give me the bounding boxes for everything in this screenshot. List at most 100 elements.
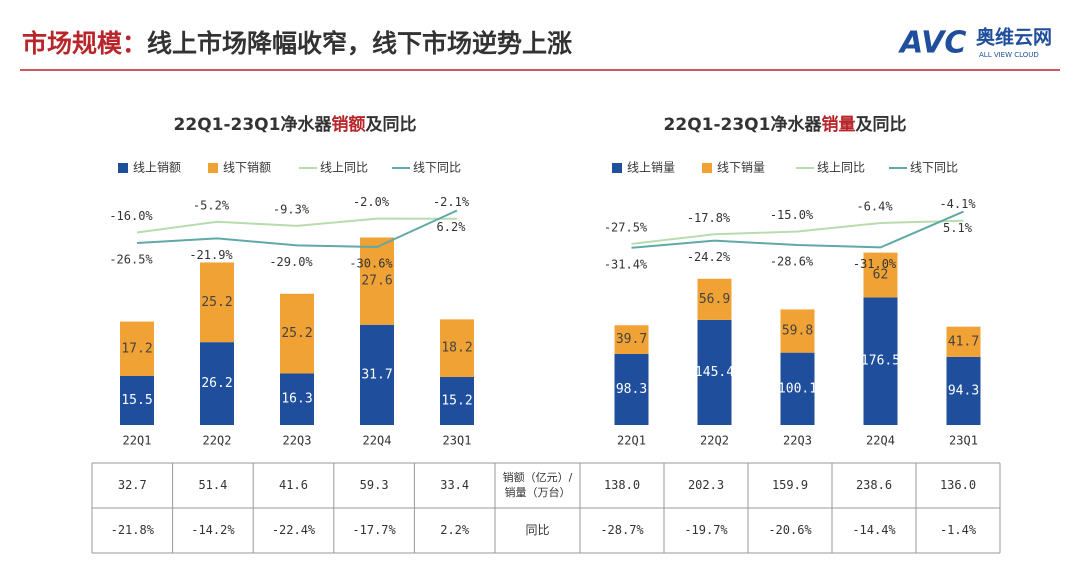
line-label: -31.0% <box>853 257 897 271</box>
title-highlight: 市场规模： <box>22 29 147 58</box>
legend-label: 线下销量 <box>717 161 765 175</box>
chart-title: 22Q1-23Q1净水器销额及同比 <box>174 114 417 135</box>
bar-label: 17.2 <box>121 341 152 356</box>
x-tick-label: 22Q3 <box>283 434 312 448</box>
bar-label: 27.6 <box>361 274 392 289</box>
bar-label: 15.2 <box>441 393 472 408</box>
table-cell: 同比 <box>525 523 549 537</box>
bar-label: 15.5 <box>121 393 152 408</box>
bar <box>946 326 981 357</box>
table-cell: 32.7 <box>118 478 147 492</box>
bar-label: 145.4 <box>695 365 734 380</box>
line-label: -31.4% <box>604 257 648 271</box>
bar <box>280 293 314 374</box>
table-cell: -22.4% <box>272 523 316 537</box>
legend-swatch <box>208 163 218 173</box>
line <box>136 209 458 249</box>
table-cell: 202.3 <box>688 478 724 492</box>
line-label: -5.2% <box>193 198 230 212</box>
legend-label: 线下销额 <box>223 161 271 175</box>
line-label: -4.1% <box>939 197 976 211</box>
table-cell: 销量（万台） <box>505 485 571 499</box>
bar <box>697 319 732 425</box>
x-tick-label: 23Q1 <box>443 434 472 448</box>
bar-label: 94.3 <box>948 383 979 398</box>
line <box>136 217 458 234</box>
line-label: -2.0% <box>353 195 390 209</box>
line-label: 6.2% <box>437 220 467 234</box>
table-cell: -1.4% <box>940 523 977 537</box>
x-tick-label: 22Q1 <box>123 434 152 448</box>
chart-title: 22Q1-23Q1净水器销量及同比 <box>664 114 907 135</box>
bar <box>946 356 981 425</box>
legend-label: 线上销额 <box>133 161 181 175</box>
line-label: -30.6% <box>349 257 393 271</box>
table-cell: -21.8% <box>111 523 155 537</box>
bar <box>280 373 314 425</box>
legend-label: 线上同比 <box>817 161 865 175</box>
title-part: 销额 <box>331 114 365 135</box>
bar-label: 31.7 <box>361 367 392 382</box>
bar <box>120 321 154 376</box>
line-label: -17.8% <box>687 211 731 225</box>
bar-label: 25.2 <box>201 295 232 310</box>
line-label: -26.5% <box>109 252 153 266</box>
table-cell: -17.7% <box>352 523 396 537</box>
line <box>631 219 964 245</box>
title-part: 22Q1-23Q1净水器 <box>174 114 333 135</box>
bar-label: 16.3 <box>281 392 312 407</box>
bar <box>120 375 154 425</box>
line-label: -9.3% <box>273 202 310 216</box>
bar-label: 18.2 <box>441 341 472 356</box>
table-cell: -19.7% <box>684 523 728 537</box>
line-label: -27.5% <box>604 220 648 234</box>
logo-mark: AVC <box>898 26 966 61</box>
x-tick-label: 22Q4 <box>866 434 895 448</box>
table-cell: 59.3 <box>360 478 389 492</box>
x-tick-label: 22Q2 <box>700 434 729 448</box>
line-label: -29.0% <box>269 255 313 269</box>
line-label: -21.9% <box>189 248 233 262</box>
line-label: -15.0% <box>770 208 814 222</box>
line-label: -28.6% <box>770 255 814 269</box>
table-cell: 51.4 <box>198 478 227 492</box>
x-tick-label: 22Q3 <box>783 434 812 448</box>
bar <box>614 325 649 354</box>
table-cell: 33.4 <box>440 478 469 492</box>
line-label: 5.1% <box>943 221 973 235</box>
legend-swatch <box>702 163 712 173</box>
title-part: 及同比 <box>855 114 906 135</box>
legend-label: 线下同比 <box>910 161 958 175</box>
line-label: -2.1% <box>433 195 470 209</box>
bar <box>440 319 474 377</box>
bar <box>200 262 234 343</box>
legend-label: 线下同比 <box>413 161 461 175</box>
table-cell: 136.0 <box>940 478 976 492</box>
title-part: 22Q1-23Q1净水器 <box>664 114 823 135</box>
line-label: -24.2% <box>687 250 731 264</box>
legend-label: 线上同比 <box>320 161 368 175</box>
bar-label: 176.5 <box>861 354 900 369</box>
x-tick-label: 22Q1 <box>617 434 646 448</box>
x-tick-label: 23Q1 <box>949 434 978 448</box>
table-cell: 138.0 <box>604 478 640 492</box>
line-label: -6.4% <box>856 199 893 213</box>
bar <box>863 252 898 298</box>
title-part: 及同比 <box>365 114 416 135</box>
bar-label: 59.8 <box>782 324 813 339</box>
table-cell: 41.6 <box>279 478 308 492</box>
bar-label: 26.2 <box>201 376 232 391</box>
legend-label: 线上销量 <box>627 161 675 175</box>
bar-label: 62 <box>873 268 889 283</box>
bar-label: 41.7 <box>948 334 979 349</box>
bar <box>360 324 394 425</box>
bar-label: 100.1 <box>778 381 817 396</box>
logo-tagline: ALL VIEW CLOUD <box>979 51 1039 59</box>
bar-label: 56.9 <box>699 292 730 307</box>
table-cell: 2.2% <box>440 523 470 537</box>
line-label: -16.0% <box>109 209 153 223</box>
table-cell: -14.2% <box>191 523 235 537</box>
table-cell: -20.6% <box>768 523 812 537</box>
bar <box>697 278 732 320</box>
